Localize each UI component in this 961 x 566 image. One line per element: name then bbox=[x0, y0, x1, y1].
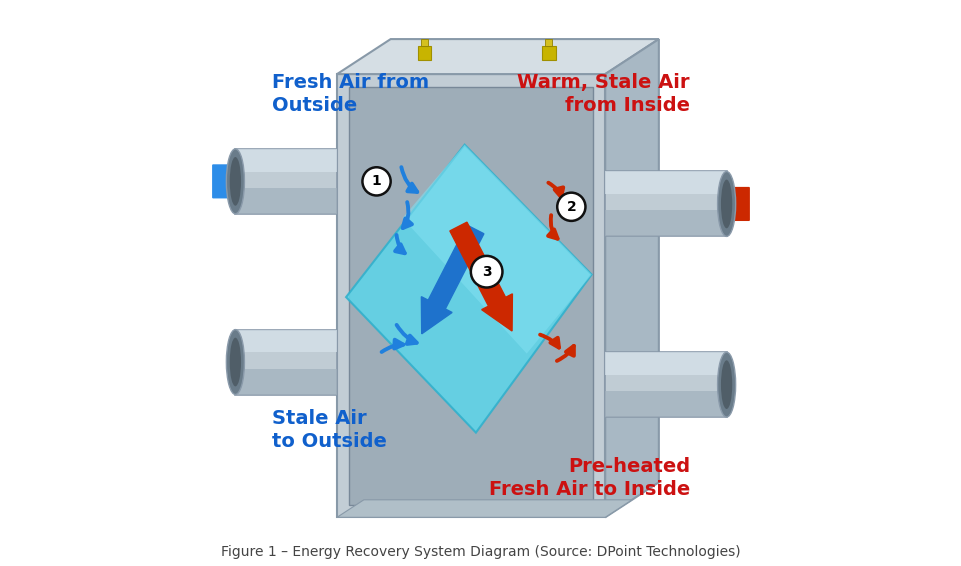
Polygon shape bbox=[604, 391, 726, 417]
FancyArrow shape bbox=[287, 337, 326, 387]
Circle shape bbox=[470, 256, 502, 288]
FancyArrow shape bbox=[635, 359, 674, 410]
Polygon shape bbox=[235, 149, 336, 171]
Bar bbox=[541, 46, 554, 60]
Text: Figure 1 – Energy Recovery System Diagram (Source: DPoint Technologies): Figure 1 – Energy Recovery System Diagra… bbox=[221, 544, 740, 559]
Polygon shape bbox=[336, 39, 658, 74]
Polygon shape bbox=[235, 368, 336, 395]
Polygon shape bbox=[346, 145, 591, 432]
Polygon shape bbox=[604, 171, 726, 237]
Polygon shape bbox=[604, 211, 726, 237]
Polygon shape bbox=[235, 329, 336, 352]
Circle shape bbox=[362, 168, 390, 195]
Text: 1: 1 bbox=[371, 174, 381, 188]
Text: Pre-heated
Fresh Air to Inside: Pre-heated Fresh Air to Inside bbox=[488, 457, 689, 499]
Ellipse shape bbox=[720, 361, 731, 409]
Polygon shape bbox=[235, 149, 336, 214]
Bar bbox=[545, 39, 552, 46]
Polygon shape bbox=[235, 188, 336, 214]
Ellipse shape bbox=[717, 171, 735, 237]
FancyArrow shape bbox=[421, 225, 483, 334]
Circle shape bbox=[556, 192, 585, 221]
Polygon shape bbox=[349, 87, 592, 505]
Text: Fresh Air from
Outside: Fresh Air from Outside bbox=[272, 73, 429, 115]
Polygon shape bbox=[604, 352, 726, 375]
Polygon shape bbox=[604, 39, 658, 517]
Polygon shape bbox=[235, 329, 336, 395]
Polygon shape bbox=[604, 171, 726, 194]
Polygon shape bbox=[604, 352, 726, 417]
Polygon shape bbox=[336, 500, 631, 517]
FancyArrow shape bbox=[450, 222, 512, 331]
Bar bbox=[421, 39, 428, 46]
Ellipse shape bbox=[230, 338, 241, 387]
Bar bbox=[417, 46, 431, 60]
FancyArrow shape bbox=[716, 179, 749, 229]
Ellipse shape bbox=[226, 149, 244, 214]
Text: Warm, Stale Air
from Inside: Warm, Stale Air from Inside bbox=[517, 73, 689, 115]
FancyArrow shape bbox=[212, 156, 245, 207]
Polygon shape bbox=[402, 145, 591, 354]
Text: Stale Air
to Outside: Stale Air to Outside bbox=[272, 409, 386, 451]
Text: 2: 2 bbox=[566, 200, 576, 214]
Ellipse shape bbox=[720, 179, 731, 228]
Ellipse shape bbox=[717, 352, 735, 417]
Ellipse shape bbox=[226, 329, 244, 395]
Text: 3: 3 bbox=[481, 265, 491, 278]
Polygon shape bbox=[336, 74, 604, 517]
Ellipse shape bbox=[230, 157, 241, 205]
